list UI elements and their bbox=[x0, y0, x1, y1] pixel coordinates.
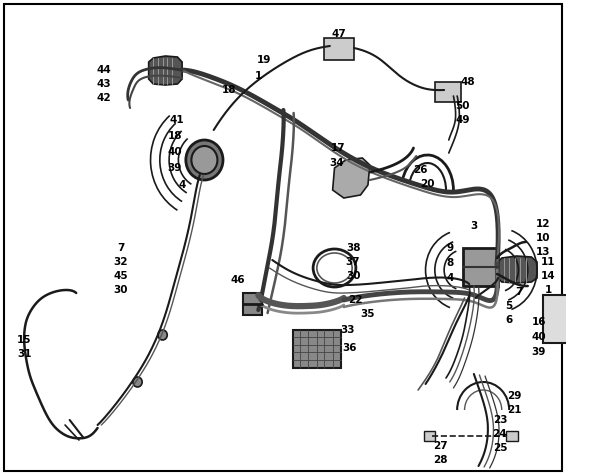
Text: 50: 50 bbox=[456, 101, 470, 111]
Text: 26: 26 bbox=[413, 165, 428, 175]
Text: 5: 5 bbox=[505, 301, 513, 311]
Polygon shape bbox=[333, 158, 370, 198]
Text: 43: 43 bbox=[97, 79, 111, 89]
Text: 9: 9 bbox=[446, 243, 453, 253]
Text: 30: 30 bbox=[346, 271, 361, 281]
Polygon shape bbox=[149, 56, 182, 85]
Text: 44: 44 bbox=[97, 65, 111, 75]
Circle shape bbox=[186, 140, 223, 180]
Text: 47: 47 bbox=[332, 29, 347, 39]
Text: 35: 35 bbox=[361, 309, 375, 319]
Text: 19: 19 bbox=[256, 55, 271, 65]
Bar bbox=[244, 293, 262, 315]
Text: 42: 42 bbox=[97, 93, 111, 103]
Text: 28: 28 bbox=[433, 455, 448, 465]
Text: 12: 12 bbox=[535, 219, 550, 229]
Text: 46: 46 bbox=[231, 275, 245, 285]
Text: 10: 10 bbox=[535, 233, 550, 243]
Text: 29: 29 bbox=[507, 391, 522, 401]
Text: 20: 20 bbox=[420, 179, 435, 189]
Bar bbox=[324, 38, 354, 60]
Text: 23: 23 bbox=[493, 415, 507, 425]
Text: 1: 1 bbox=[255, 71, 262, 81]
Text: 25: 25 bbox=[493, 443, 507, 453]
Bar bbox=[293, 330, 341, 368]
Text: 13: 13 bbox=[535, 247, 550, 257]
Text: 8: 8 bbox=[446, 258, 453, 268]
Bar bbox=[435, 82, 461, 102]
Text: 18: 18 bbox=[221, 85, 236, 95]
Circle shape bbox=[191, 146, 217, 174]
Text: 40: 40 bbox=[167, 147, 182, 157]
Circle shape bbox=[158, 330, 167, 340]
Text: 34: 34 bbox=[329, 158, 343, 168]
Text: 11: 11 bbox=[541, 257, 555, 267]
Text: 39: 39 bbox=[532, 347, 546, 357]
Text: 36: 36 bbox=[342, 343, 357, 353]
Text: 4: 4 bbox=[178, 180, 186, 190]
Text: 21: 21 bbox=[507, 405, 522, 415]
Text: 18: 18 bbox=[167, 131, 182, 141]
Text: 22: 22 bbox=[348, 295, 362, 305]
Circle shape bbox=[133, 377, 142, 387]
Text: 7: 7 bbox=[117, 243, 124, 253]
Bar bbox=[543, 295, 600, 343]
Text: 31: 31 bbox=[17, 349, 32, 359]
Text: 17: 17 bbox=[331, 143, 345, 153]
Text: 4: 4 bbox=[446, 273, 453, 283]
Text: 40: 40 bbox=[532, 332, 546, 342]
Text: 3: 3 bbox=[470, 221, 477, 231]
Bar bbox=[507, 431, 518, 441]
Text: 41: 41 bbox=[169, 115, 184, 125]
Text: 37: 37 bbox=[346, 257, 361, 267]
Bar bbox=[463, 248, 498, 286]
Text: 45: 45 bbox=[113, 271, 128, 281]
Text: 33: 33 bbox=[340, 325, 355, 335]
Text: 14: 14 bbox=[541, 271, 555, 281]
Text: 49: 49 bbox=[456, 115, 470, 125]
Text: 38: 38 bbox=[346, 243, 361, 253]
Text: 32: 32 bbox=[113, 257, 128, 267]
Text: 15: 15 bbox=[17, 335, 32, 345]
Bar bbox=[424, 431, 435, 441]
Text: 27: 27 bbox=[433, 441, 448, 451]
Text: 1: 1 bbox=[544, 285, 552, 295]
Text: 48: 48 bbox=[461, 77, 476, 87]
Text: 6: 6 bbox=[505, 315, 513, 325]
Text: 16: 16 bbox=[532, 317, 546, 327]
Text: 24: 24 bbox=[493, 429, 507, 439]
Polygon shape bbox=[498, 256, 537, 283]
Text: 7: 7 bbox=[515, 287, 522, 297]
Text: 39: 39 bbox=[167, 163, 182, 173]
Text: 30: 30 bbox=[113, 285, 128, 295]
